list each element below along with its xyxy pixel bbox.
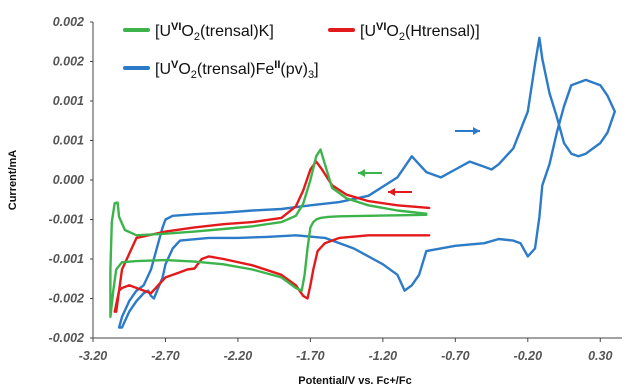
y-axis-label: Current/mA: [7, 150, 19, 211]
y-tick-label: 0.002: [53, 55, 84, 69]
direction-arrowhead-1: [473, 127, 480, 135]
x-tick-label: -1.70: [296, 349, 325, 363]
x-tick-labels: -3.20 -2.70 -2.20 -1.70 -1.20 -0.70 -0.20 0.30: [79, 338, 612, 363]
legend: [UVIO2(trensal)K] [UVIO2(Htrensal)] [UVO2(…: [123, 21, 480, 81]
series-line-1: [109, 148, 428, 319]
y-tick-label: 0.002: [53, 15, 84, 29]
x-tick-label: -1.20: [369, 349, 398, 363]
y-tick-label: -0.002: [49, 292, 84, 306]
direction-arrowhead-3: [388, 188, 395, 196]
y-tick-label: -0.001: [49, 252, 84, 266]
x-tick-label: -3.20: [79, 349, 108, 363]
x-axis-label: Potential/V vs. Fc+/Fc: [298, 375, 411, 387]
legend-label-2: [UVIO2(Htrensal)]: [360, 21, 480, 43]
series-layer: [109, 36, 616, 329]
y-tick-label: 0.000: [53, 173, 84, 187]
x-tick-label: -2.20: [224, 349, 253, 363]
y-tick-label: 0.001: [53, 134, 84, 148]
y-tick-labels: 0.002 0.002 0.001 0.001 0.000 -0.001 -0.001 -0.…: [49, 15, 93, 345]
x-tick-label: -0.70: [441, 349, 470, 363]
y-tick-label: -0.001: [49, 213, 84, 227]
y-tick-label: -0.002: [49, 331, 84, 345]
y-tick-label: 0.001: [53, 94, 84, 108]
legend-label-1: [UVIO2(trensal)K]: [155, 21, 274, 43]
legend-label-3: [UVO2(trensal)FeII(pv)3]: [155, 59, 319, 81]
series-line-2: [113, 160, 431, 313]
x-tick-label: -0.20: [514, 349, 543, 363]
direction-arrowhead-2: [358, 169, 365, 177]
direction-arrows: [358, 127, 480, 196]
x-tick-label: -2.70: [151, 349, 180, 363]
x-tick-label: 0.30: [588, 349, 612, 363]
series-line-3: [117, 36, 616, 329]
